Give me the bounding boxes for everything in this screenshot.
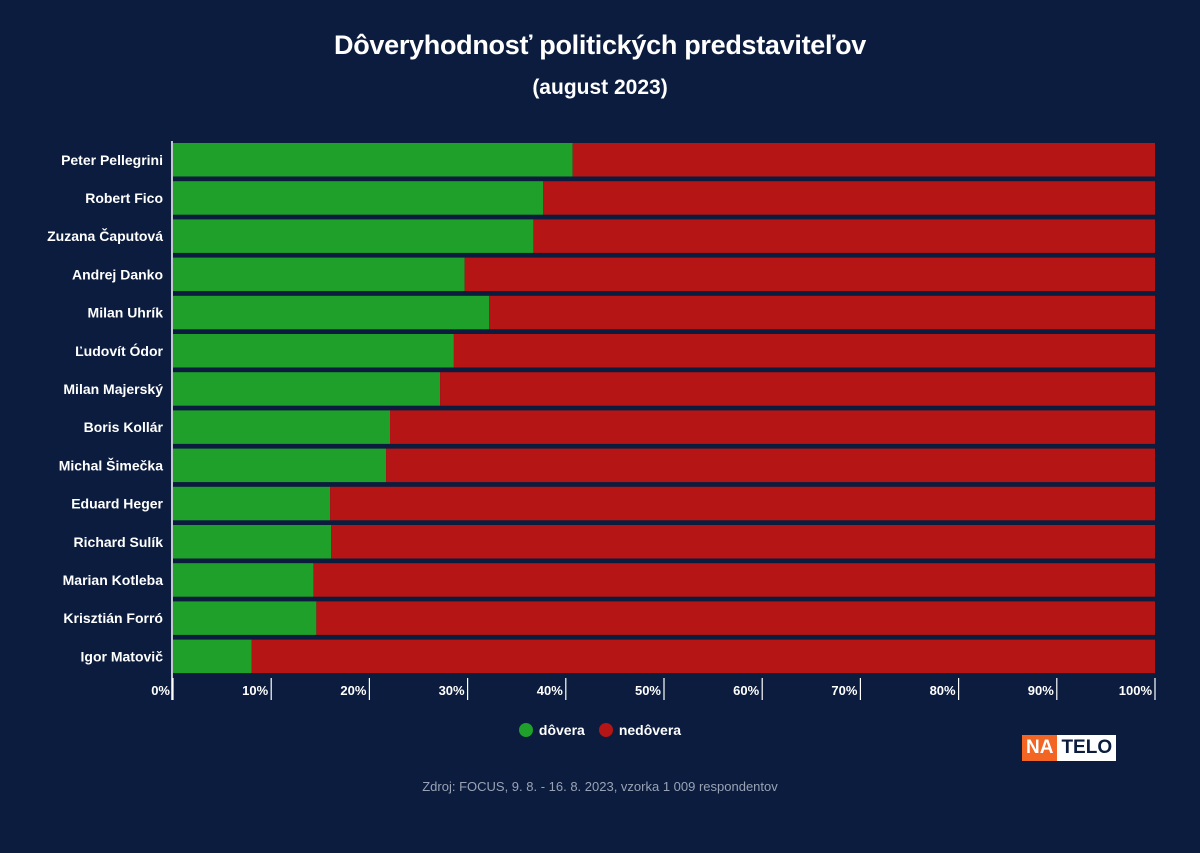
bar-trust bbox=[173, 410, 391, 444]
bar-distrust bbox=[464, 257, 1155, 292]
x-tick-label: 20% bbox=[340, 683, 366, 698]
source-note: Zdroj: FOCUS, 9. 8. - 16. 8. 2023, vzork… bbox=[422, 779, 778, 794]
category-label: Krisztián Forró bbox=[63, 610, 163, 626]
logo-telo: TELO bbox=[1057, 735, 1117, 761]
category-label: Boris Kollár bbox=[84, 419, 164, 435]
category-label: Milan Majerský bbox=[63, 381, 163, 397]
category-label: Marian Kotleba bbox=[63, 572, 164, 588]
bar-trust bbox=[173, 639, 252, 674]
x-tick-label: 0% bbox=[151, 683, 170, 698]
legend-label-distrust: nedôvera bbox=[618, 722, 682, 738]
x-tick-label: 40% bbox=[537, 683, 563, 698]
category-label: Andrej Danko bbox=[72, 266, 163, 282]
bar-trust bbox=[173, 601, 317, 635]
bar-distrust bbox=[543, 181, 1155, 215]
bar-distrust bbox=[489, 295, 1156, 330]
bar-distrust bbox=[453, 334, 1155, 368]
bar-trust bbox=[173, 563, 314, 597]
category-label: Igor Matovič bbox=[81, 648, 164, 664]
bar-distrust bbox=[572, 143, 1155, 177]
bar-trust bbox=[173, 486, 331, 521]
category-label: Ľudovít Ódor bbox=[75, 342, 163, 359]
bar-distrust bbox=[440, 372, 1155, 406]
stacked-bar-chart: Peter Pellegrini Robert Fico Zuzana Čaputo… bbox=[47, 141, 1156, 700]
x-tick-label: 30% bbox=[439, 683, 465, 698]
logo-na: NA bbox=[1022, 735, 1058, 761]
bar-trust bbox=[173, 334, 454, 368]
bar-trust bbox=[173, 295, 490, 330]
bar-trust bbox=[173, 372, 441, 406]
x-tick-label: 80% bbox=[930, 683, 956, 698]
bar-trust bbox=[173, 257, 465, 292]
category-label: Robert Fico bbox=[85, 190, 163, 206]
natelo-logo: NA TELO bbox=[1022, 735, 1117, 761]
bar-trust bbox=[173, 219, 534, 253]
legend-item-distrust: nedôvera bbox=[598, 722, 682, 738]
bar-trust bbox=[173, 143, 573, 177]
legend-dot-distrust bbox=[598, 723, 613, 737]
bar-distrust bbox=[331, 525, 1155, 559]
chart-title: Dôveryhodnosť politických predstaviteľov bbox=[334, 30, 866, 60]
category-label: Eduard Heger bbox=[71, 496, 163, 512]
bar-distrust bbox=[316, 601, 1155, 635]
bar-trust bbox=[173, 525, 332, 559]
bar-distrust bbox=[330, 486, 1155, 521]
category-label: Richard Sulík bbox=[74, 534, 164, 550]
bar-trust bbox=[173, 181, 544, 215]
x-tick-label: 90% bbox=[1028, 683, 1054, 698]
x-tick-label: 100% bbox=[1119, 683, 1153, 698]
chart-legend: dôvera nedôvera bbox=[0, 722, 1200, 738]
chart-subtitle: (august 2023) bbox=[532, 76, 668, 99]
legend-dot-trust bbox=[518, 723, 533, 737]
x-tick-label: 50% bbox=[635, 683, 661, 698]
category-label: Zuzana Čaputová bbox=[47, 227, 163, 244]
x-tick-label: 10% bbox=[242, 683, 268, 698]
bar-distrust bbox=[251, 639, 1155, 674]
bar-distrust bbox=[390, 410, 1156, 444]
category-label: Peter Pellegrini bbox=[61, 152, 163, 168]
legend-label-trust: dôvera bbox=[538, 722, 585, 738]
category-label: Michal Šimečka bbox=[59, 456, 163, 473]
x-tick-label: 70% bbox=[831, 683, 857, 698]
bar-distrust bbox=[386, 448, 1155, 483]
category-label: Milan Uhrík bbox=[88, 305, 164, 321]
x-tick-label: 60% bbox=[733, 683, 759, 698]
bar-distrust bbox=[533, 219, 1155, 253]
legend-item-trust: dôvera bbox=[518, 722, 585, 738]
bar-trust bbox=[173, 448, 387, 483]
bar-distrust bbox=[313, 563, 1155, 597]
